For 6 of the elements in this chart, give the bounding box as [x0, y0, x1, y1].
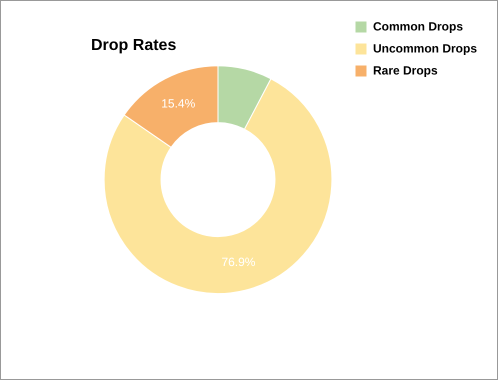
data-label: 76.9%: [221, 254, 256, 269]
legend-label: Common Drops: [372, 19, 464, 34]
legend-label: Uncommon Drops: [372, 41, 478, 56]
legend-label: Rare Drops: [372, 63, 438, 78]
data-label: 15.4%: [161, 96, 196, 110]
text: Drop Rates: [91, 37, 176, 54]
